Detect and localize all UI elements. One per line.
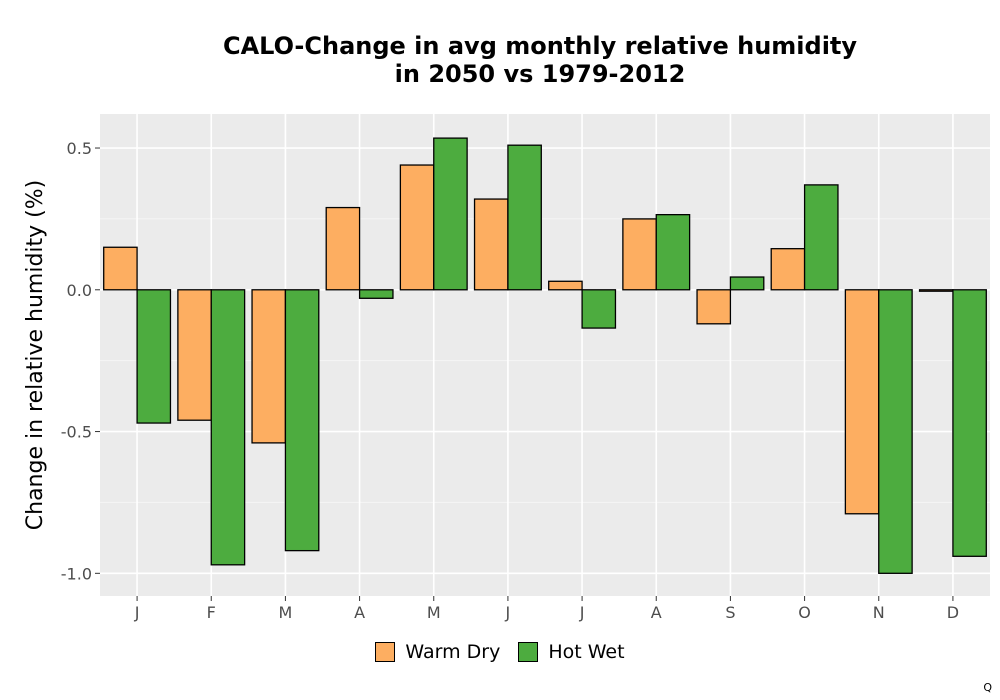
- bar-warm-dry: [325, 206, 361, 291]
- x-tick-label: M: [427, 603, 441, 622]
- bar-hot-wet: [507, 144, 542, 291]
- y-tick-label: 0.0: [67, 281, 92, 300]
- bar-warm-dry: [548, 280, 583, 291]
- x-tick-label: A: [651, 603, 662, 622]
- x-tick-label: N: [873, 603, 885, 622]
- bar-hot-wet: [358, 289, 394, 299]
- bar-hot-wet: [655, 214, 691, 291]
- bar-hot-wet: [433, 137, 468, 291]
- corner-mark: Q: [983, 681, 992, 694]
- legend-swatch-hot-wet: [518, 642, 539, 662]
- x-tick-label: M: [279, 603, 293, 622]
- bar-warm-dry: [622, 218, 657, 291]
- bar-warm-dry: [696, 289, 732, 325]
- bar-warm-dry: [844, 289, 880, 515]
- y-tick-label: -0.5: [61, 423, 92, 442]
- x-tick-label: D: [947, 603, 959, 622]
- bar-warm-dry: [473, 198, 509, 291]
- x-tick-label: J: [134, 603, 140, 622]
- bar-hot-wet: [210, 289, 246, 566]
- legend-label-warm-dry: Warm Dry: [405, 641, 501, 663]
- bar-warm-dry: [399, 164, 435, 291]
- bar-hot-wet: [136, 289, 172, 424]
- y-axis-title: Change in relative humidity (%): [23, 180, 48, 530]
- x-tick-label: A: [354, 603, 365, 622]
- bar-warm-dry: [251, 289, 287, 444]
- bar-warm-dry: [918, 289, 954, 292]
- y-tick-label: 0.5: [67, 139, 92, 158]
- bar-warm-dry: [770, 248, 806, 291]
- x-tick-label: J: [579, 603, 585, 622]
- x-tick-label: J: [505, 603, 511, 622]
- bar-hot-wet: [581, 289, 617, 329]
- bar-hot-wet: [878, 289, 913, 574]
- bar-hot-wet: [729, 276, 765, 291]
- bar-hot-wet: [952, 289, 987, 557]
- legend-item-warm-dry: Warm Dry: [375, 641, 500, 663]
- legend-swatch-warm-dry: [375, 642, 396, 662]
- x-tick-label: O: [798, 603, 811, 622]
- bar-warm-dry: [103, 246, 138, 291]
- legend-label-hot-wet: Hot Wet: [548, 641, 625, 663]
- legend-item-hot-wet: Hot Wet: [518, 641, 625, 663]
- y-tick-label: -1.0: [61, 564, 92, 583]
- x-tick-label: F: [207, 603, 216, 622]
- bar-hot-wet: [284, 289, 320, 552]
- chart-title-line-1: CALO-Change in avg monthly relative humi…: [222, 32, 858, 60]
- chart-title-line-2: in 2050 vs 1979-2012: [394, 60, 686, 88]
- bar-warm-dry: [177, 289, 212, 421]
- bar-hot-wet: [803, 184, 839, 291]
- legend: Warm Dry Hot Wet: [0, 641, 1000, 663]
- x-tick-label: S: [725, 603, 735, 622]
- plot-panel: [100, 114, 990, 596]
